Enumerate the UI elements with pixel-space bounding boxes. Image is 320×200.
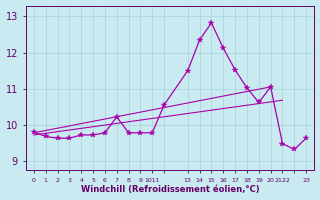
- X-axis label: Windchill (Refroidissement éolien,°C): Windchill (Refroidissement éolien,°C): [81, 185, 259, 194]
